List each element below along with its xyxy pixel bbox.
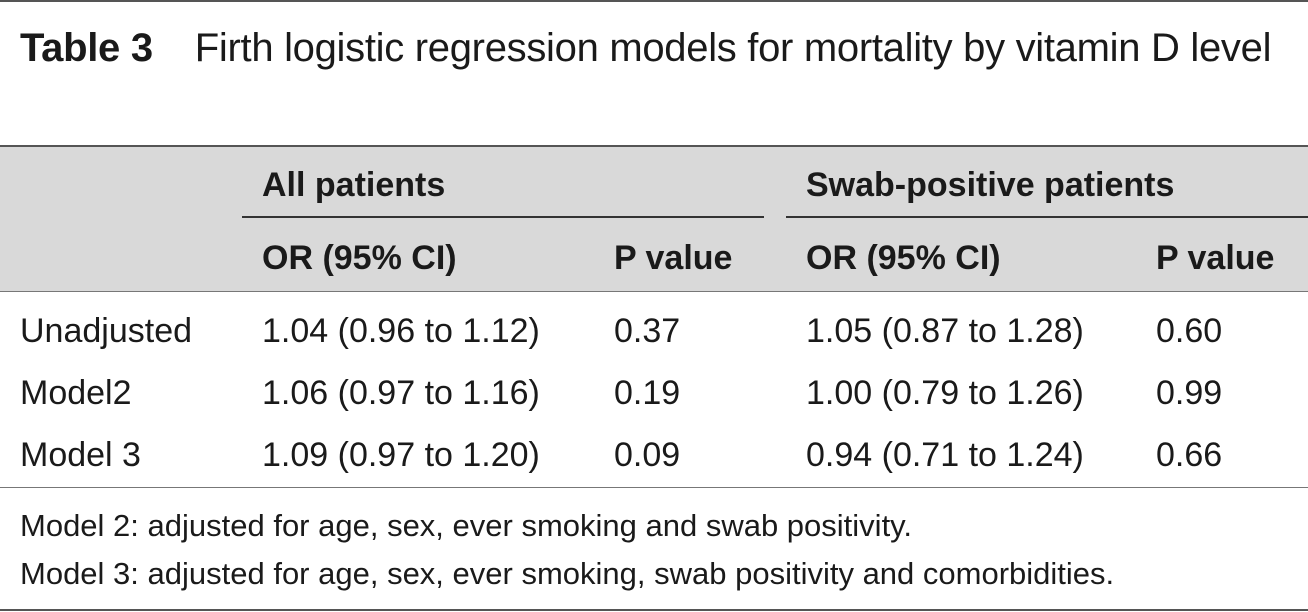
cell-or-all: 1.09 (0.97 to 1.20) (262, 436, 540, 474)
table-row: Unadjusted 1.04 (0.96 to 1.12) 0.37 1.05… (0, 300, 1308, 362)
cell-p-all: 0.09 (614, 436, 681, 474)
column-header-p-all: P value (614, 239, 733, 277)
row-label: Model2 (20, 374, 132, 412)
group-header-swab-positive: Swab-positive patients (806, 166, 1175, 204)
group-underline-all-patients (242, 216, 764, 218)
body-bottom-rule (0, 487, 1308, 488)
column-header-p-swab: P value (1156, 239, 1275, 277)
header-bottom-rule (0, 291, 1308, 292)
table-top-rule (0, 0, 1308, 2)
row-label: Unadjusted (20, 312, 193, 350)
row-label: Model 3 (20, 436, 141, 474)
cell-or-swab: 1.00 (0.79 to 1.26) (806, 374, 1084, 412)
cell-or-swab: 0.94 (0.71 to 1.24) (806, 436, 1084, 474)
cell-or-swab: 1.05 (0.87 to 1.28) (806, 312, 1084, 350)
column-header-or-swab: OR (95% CI) (806, 239, 1001, 277)
table-title: Firth logistic regression models for mor… (194, 26, 1272, 70)
group-header-all-patients: All patients (262, 166, 446, 204)
group-underline-swab-positive (786, 216, 1308, 218)
cell-or-all: 1.06 (0.97 to 1.16) (262, 374, 540, 412)
cell-p-all: 0.19 (614, 374, 681, 412)
column-header-or-all: OR (95% CI) (262, 239, 457, 277)
table-bottom-rule (0, 609, 1308, 611)
table-row: Model 3 1.09 (0.97 to 1.20) 0.09 0.94 (0… (0, 424, 1308, 486)
cell-p-all: 0.37 (614, 312, 681, 350)
table-caption: Table 3 Firth logistic regression models … (20, 22, 1290, 74)
table-header (0, 147, 1308, 291)
table-label: Table 3 (20, 26, 153, 70)
header-top-rule (0, 145, 1308, 147)
footnote-model-3: Model 3: adjusted for age, sex, ever smo… (20, 556, 1115, 591)
table-row: Model2 1.06 (0.97 to 1.16) 0.19 1.00 (0.… (0, 362, 1308, 424)
cell-p-swab: 0.66 (1156, 436, 1223, 474)
cell-or-all: 1.04 (0.96 to 1.12) (262, 312, 540, 350)
cell-p-swab: 0.60 (1156, 312, 1223, 350)
footnote-model-2: Model 2: adjusted for age, sex, ever smo… (20, 508, 912, 543)
cell-p-swab: 0.99 (1156, 374, 1223, 412)
